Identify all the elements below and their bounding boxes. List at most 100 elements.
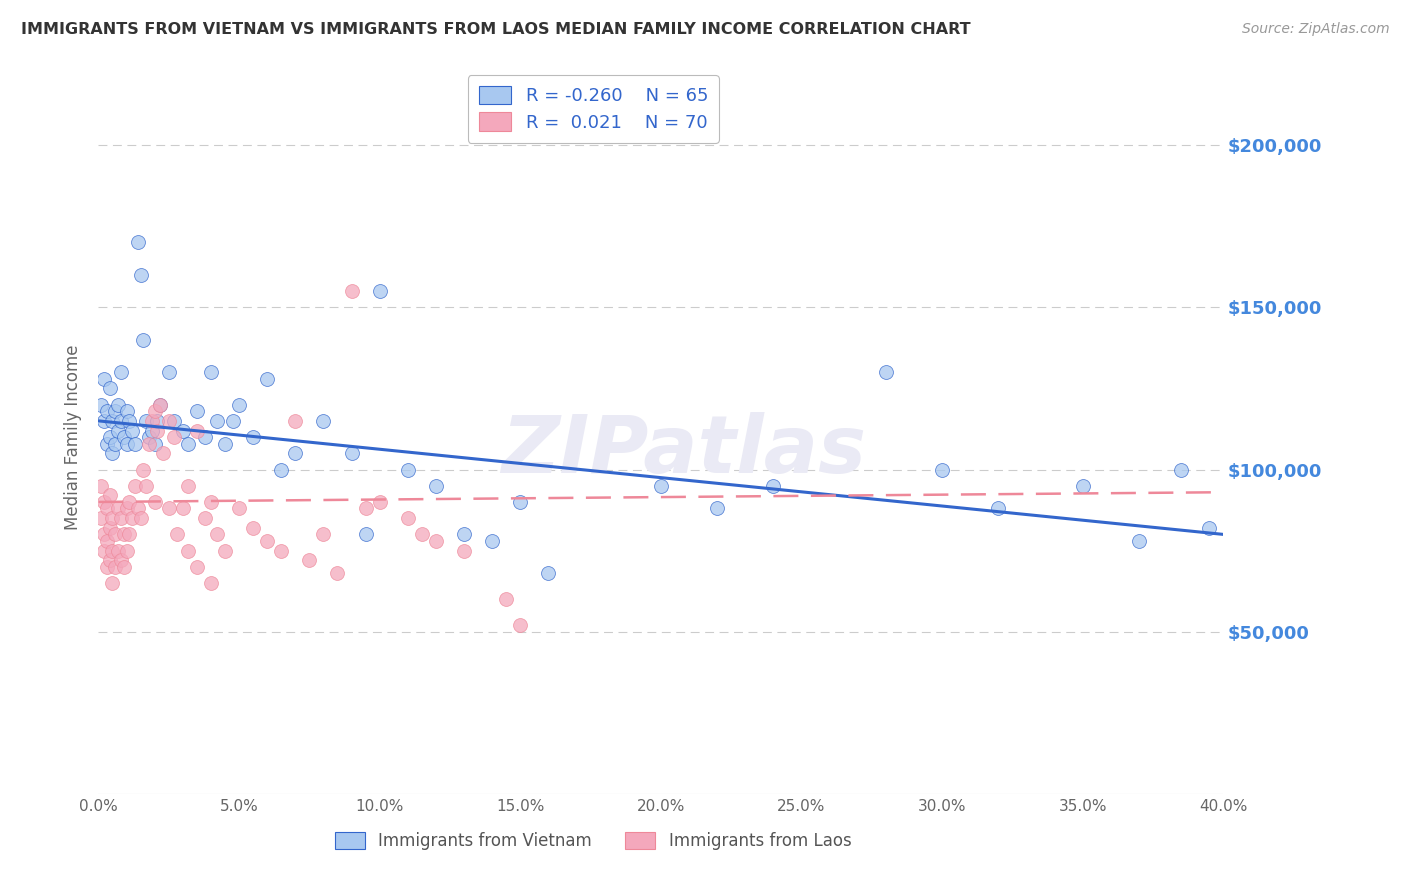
Point	[425, 479, 447, 493]
Point	[90, 511, 112, 525]
Point	[186, 424, 208, 438]
Point	[96, 501, 118, 516]
Point	[1128, 533, 1150, 548]
Point	[118, 527, 141, 541]
Point	[200, 576, 222, 591]
Point	[90, 398, 112, 412]
Point	[228, 398, 250, 412]
Point	[121, 511, 143, 525]
Point	[481, 533, 503, 548]
Point	[121, 424, 143, 438]
Point	[166, 527, 188, 541]
Text: IMMIGRANTS FROM VIETNAM VS IMMIGRANTS FROM LAOS MEDIAN FAMILY INCOME CORRELATION: IMMIGRANTS FROM VIETNAM VS IMMIGRANTS FR…	[21, 22, 970, 37]
Point	[138, 430, 160, 444]
Point	[509, 495, 531, 509]
Point	[98, 430, 121, 444]
Point	[270, 543, 292, 558]
Point	[104, 527, 127, 541]
Point	[112, 559, 135, 574]
Point	[453, 543, 475, 558]
Point	[509, 618, 531, 632]
Point	[101, 511, 124, 525]
Point	[96, 404, 118, 418]
Point	[157, 365, 180, 379]
Point	[93, 527, 115, 541]
Point	[98, 488, 121, 502]
Point	[143, 495, 166, 509]
Point	[132, 333, 155, 347]
Point	[368, 495, 391, 509]
Point	[107, 424, 129, 438]
Point	[177, 479, 200, 493]
Point	[172, 501, 194, 516]
Point	[242, 521, 264, 535]
Point	[96, 436, 118, 450]
Point	[177, 543, 200, 558]
Point	[118, 414, 141, 428]
Point	[93, 495, 115, 509]
Point	[107, 501, 129, 516]
Point	[124, 479, 146, 493]
Point	[143, 404, 166, 418]
Point	[326, 566, 349, 581]
Point	[110, 365, 132, 379]
Point	[157, 501, 180, 516]
Point	[118, 495, 141, 509]
Point	[104, 436, 127, 450]
Point	[650, 479, 672, 493]
Point	[1198, 521, 1220, 535]
Point	[340, 284, 363, 298]
Point	[110, 553, 132, 567]
Point	[101, 576, 124, 591]
Point	[152, 446, 174, 460]
Point	[194, 511, 217, 525]
Point	[242, 430, 264, 444]
Point	[340, 446, 363, 460]
Point	[115, 543, 138, 558]
Point	[1071, 479, 1094, 493]
Point	[396, 462, 419, 476]
Point	[141, 414, 163, 428]
Point	[222, 414, 245, 428]
Point	[98, 553, 121, 567]
Point	[129, 511, 152, 525]
Point	[200, 365, 222, 379]
Point	[132, 462, 155, 476]
Point	[129, 268, 152, 282]
Point	[368, 284, 391, 298]
Point	[214, 436, 236, 450]
Point	[186, 404, 208, 418]
Legend: Immigrants from Vietnam, Immigrants from Laos: Immigrants from Vietnam, Immigrants from…	[329, 825, 858, 857]
Point	[495, 592, 517, 607]
Point	[135, 479, 157, 493]
Point	[186, 559, 208, 574]
Point	[110, 414, 132, 428]
Point	[425, 533, 447, 548]
Point	[177, 436, 200, 450]
Point	[104, 559, 127, 574]
Point	[146, 414, 169, 428]
Point	[146, 424, 169, 438]
Point	[537, 566, 560, 581]
Point	[931, 462, 953, 476]
Text: ZIPatlas: ZIPatlas	[501, 412, 866, 491]
Point	[135, 414, 157, 428]
Point	[163, 430, 186, 444]
Point	[107, 398, 129, 412]
Point	[396, 511, 419, 525]
Point	[149, 398, 172, 412]
Point	[298, 553, 321, 567]
Point	[141, 424, 163, 438]
Point	[284, 414, 307, 428]
Text: Source: ZipAtlas.com: Source: ZipAtlas.com	[1241, 22, 1389, 37]
Point	[112, 527, 135, 541]
Point	[101, 446, 124, 460]
Point	[205, 414, 228, 428]
Point	[115, 404, 138, 418]
Point	[90, 479, 112, 493]
Point	[172, 424, 194, 438]
Point	[104, 404, 127, 418]
Point	[411, 527, 433, 541]
Point	[762, 479, 785, 493]
Point	[93, 414, 115, 428]
